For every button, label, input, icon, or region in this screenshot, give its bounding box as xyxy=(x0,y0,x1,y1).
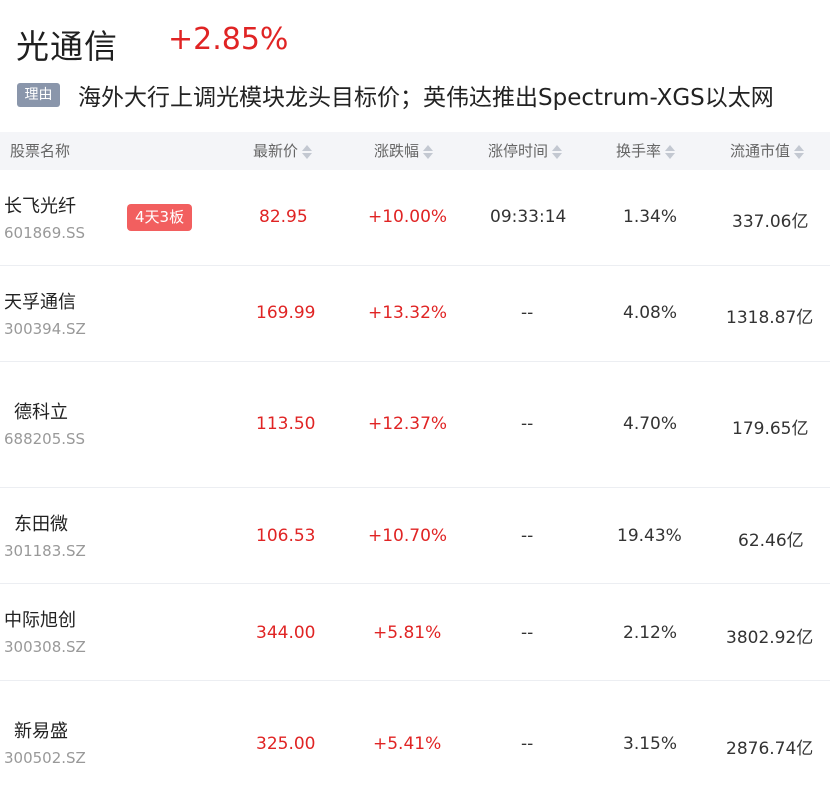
latest-price: 344.00 xyxy=(256,623,316,643)
stock-code: 601869.SS xyxy=(4,224,86,242)
sector-header: 光通信 +2.85% 理由 海外大行上调光模块龙头目标价；英伟达推出Spectr… xyxy=(0,0,830,130)
change-percent: +5.81% xyxy=(373,623,442,643)
latest-price: 106.53 xyxy=(256,526,316,546)
turnover-rate: 3.15% xyxy=(623,734,678,754)
stock-code: 688205.SS xyxy=(4,430,86,448)
stock-name: 德科立 xyxy=(14,402,68,423)
stock-code: 300394.SZ xyxy=(4,320,86,338)
stock-code: 301183.SZ xyxy=(4,542,86,560)
column-header-label: 流通市值 xyxy=(730,142,791,160)
latest-price: 169.99 xyxy=(256,303,316,323)
table-row[interactable]: 长飞光纤 601869.SS 4天3板 82.95 +10.00% 09:33:… xyxy=(0,170,830,266)
turnover-rate: 4.70% xyxy=(623,414,678,434)
column-header-label: 换手率 xyxy=(616,142,662,160)
stock-code: 300502.SZ xyxy=(4,749,86,767)
turnover-rate: 1.34% xyxy=(623,207,678,227)
table-row[interactable]: 德科立 688205.SS 113.50 +12.37% -- 4.70% 17… xyxy=(0,362,830,488)
sort-icon[interactable] xyxy=(552,144,563,159)
sort-icon[interactable] xyxy=(665,144,676,159)
streak-badge: 4天3板 xyxy=(127,204,193,231)
limit-up-time: -- xyxy=(521,303,534,323)
sector-change: +2.85% xyxy=(168,22,289,57)
market-cap: 1318.87亿 xyxy=(726,308,814,328)
limit-up-time: -- xyxy=(521,734,534,754)
change-percent: +5.41% xyxy=(373,734,442,754)
market-cap: 337.06亿 xyxy=(732,212,809,232)
turnover-rate: 19.43% xyxy=(617,526,682,546)
column-header-price[interactable]: 最新价 xyxy=(253,132,313,170)
sort-icon[interactable] xyxy=(423,144,434,159)
turnover-rate: 2.12% xyxy=(623,623,678,643)
market-cap: 3802.92亿 xyxy=(726,628,814,648)
table-row[interactable]: 新易盛 300502.SZ 325.00 +5.41% -- 3.15% 287… xyxy=(0,681,830,802)
column-header-market-cap[interactable]: 流通市值 xyxy=(730,132,805,170)
table-header: 股票名称 最新价 涨跌幅 涨停时间 换手率 流通市值 xyxy=(0,132,830,170)
stock-name: 中际旭创 xyxy=(4,610,76,631)
limit-up-time: -- xyxy=(521,526,534,546)
stock-name: 长飞光纤 xyxy=(4,196,76,217)
sort-icon[interactable] xyxy=(302,144,313,159)
market-cap: 2876.74亿 xyxy=(726,739,814,759)
column-header-label: 最新价 xyxy=(253,142,299,160)
change-percent: +12.37% xyxy=(368,414,448,434)
reason-tag: 理由 xyxy=(17,83,60,107)
limit-up-time: -- xyxy=(521,414,534,434)
table-row[interactable]: 天孚通信 300394.SZ 169.99 +13.32% -- 4.08% 1… xyxy=(0,266,830,362)
column-header-turnover[interactable]: 换手率 xyxy=(616,132,676,170)
limit-up-time: -- xyxy=(521,623,534,643)
latest-price: 82.95 xyxy=(259,207,308,227)
table-row[interactable]: 中际旭创 300308.SZ 344.00 +5.81% -- 2.12% 38… xyxy=(0,584,830,681)
stock-code: 300308.SZ xyxy=(4,638,86,656)
change-percent: +10.70% xyxy=(368,526,448,546)
limit-up-time: 09:33:14 xyxy=(490,207,567,227)
column-header-label: 涨跌幅 xyxy=(374,142,420,160)
column-header-name: 股票名称 xyxy=(10,132,70,170)
latest-price: 113.50 xyxy=(256,414,316,434)
stock-name: 东田微 xyxy=(14,514,68,535)
column-header-label: 涨停时间 xyxy=(488,142,549,160)
turnover-rate: 4.08% xyxy=(623,303,678,323)
change-percent: +10.00% xyxy=(368,207,448,227)
change-percent: +13.32% xyxy=(368,303,448,323)
column-header-change[interactable]: 涨跌幅 xyxy=(374,132,434,170)
column-header-label: 股票名称 xyxy=(10,142,71,160)
column-header-limit-time[interactable]: 涨停时间 xyxy=(488,132,563,170)
market-cap: 179.65亿 xyxy=(732,419,809,439)
table-row[interactable]: 东田微 301183.SZ 106.53 +10.70% -- 19.43% 6… xyxy=(0,488,830,584)
stock-name: 新易盛 xyxy=(14,721,68,742)
sort-icon[interactable] xyxy=(794,144,805,159)
reason-text: 海外大行上调光模块龙头目标价；英伟达推出Spectrum-XGS以太网 xyxy=(78,85,774,111)
market-cap: 62.46亿 xyxy=(738,531,804,551)
latest-price: 325.00 xyxy=(256,734,316,754)
sector-name: 光通信 xyxy=(16,27,118,66)
stock-name: 天孚通信 xyxy=(4,292,76,313)
